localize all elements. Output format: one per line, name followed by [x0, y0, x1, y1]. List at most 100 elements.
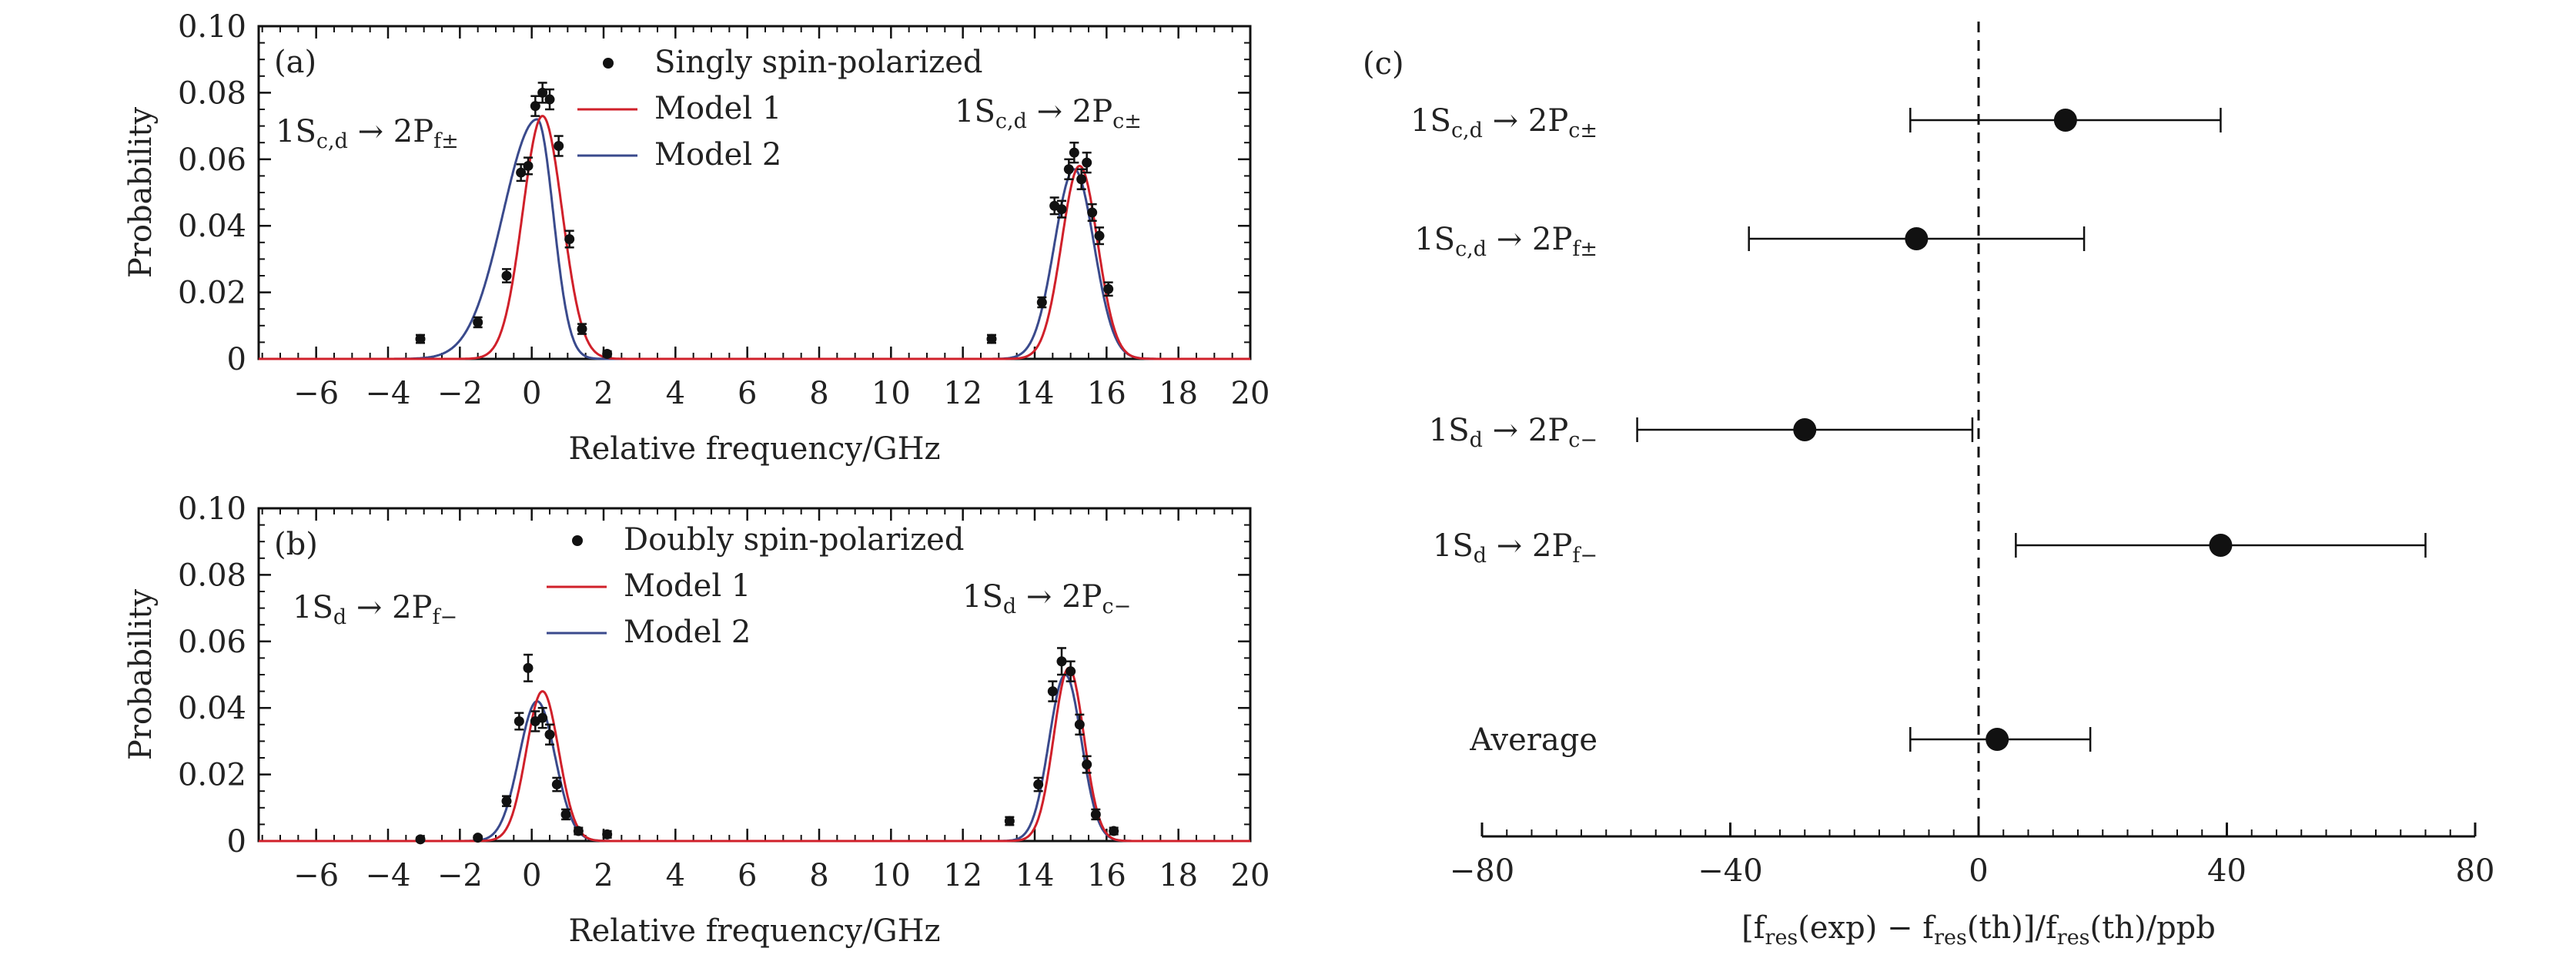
y-tick-label: 0.06 — [178, 142, 246, 178]
panel-b: −6 −4 −2 0 2 4 6 8 10 12 14 16 18 20 0 0.02 0.04 0.06 0.08… — [123, 491, 1270, 949]
transition-label: 1Sc,d → 2Pc± — [955, 94, 1142, 133]
x-tick-label: 4 — [666, 376, 685, 411]
x-tick-label: 10 — [871, 376, 911, 411]
x-tick-label: 14 — [1015, 376, 1055, 411]
subscript: c,d — [316, 129, 348, 153]
subscript: f− — [1572, 544, 1597, 568]
data-point — [523, 160, 534, 171]
data-point — [1036, 297, 1047, 308]
data-point — [1082, 157, 1092, 168]
subscript: d — [1474, 544, 1487, 568]
y-tick-label: 0.08 — [178, 558, 246, 593]
legend-label: Model 1 — [624, 568, 751, 604]
x-tick-label: −4 — [366, 376, 411, 411]
label-text: f — [1922, 910, 1936, 946]
subscript: d — [1470, 428, 1483, 452]
model-curve-model-1 — [259, 115, 1250, 360]
subscript: d — [333, 605, 346, 629]
x-tick-label: 6 — [738, 858, 757, 893]
subscript: res — [1765, 926, 1798, 950]
data-point — [516, 167, 527, 178]
legend-marker — [572, 535, 583, 546]
subscript: c− — [1568, 428, 1597, 452]
x-axis-label: Relative frequency/GHz — [568, 913, 940, 949]
data-point — [1069, 147, 1079, 158]
panel-a: −6 −4 −2 0 2 4 6 8 10 12 14 16 18 20 0 0.02 0.04 0.06 0.08… — [123, 9, 1270, 467]
subscript: c± — [1568, 119, 1597, 142]
data-point — [2053, 109, 2077, 132]
data-point — [530, 101, 540, 112]
data-point — [1986, 728, 2009, 751]
y-tick-label: 0.04 — [178, 691, 246, 726]
panel-label: (a) — [274, 45, 316, 80]
data-point — [1004, 816, 1015, 826]
subscript: res — [1934, 926, 1967, 950]
subscript: f± — [433, 129, 459, 153]
x-tick-label: 8 — [809, 376, 828, 411]
row-label: 1Sd → 2Pc− — [1429, 413, 1597, 452]
y-tick-label: 0.10 — [178, 491, 246, 527]
data-point — [523, 662, 534, 673]
label-text: (th)/ppb — [2090, 910, 2216, 946]
plot-frame — [257, 507, 1252, 843]
x-tick-label: 12 — [943, 858, 982, 893]
x-tick-label: −2 — [437, 376, 483, 411]
label-text: f — [1754, 910, 1768, 946]
subscript: res — [2057, 926, 2090, 950]
data-point — [602, 829, 613, 839]
x-axis-label: [fres(exp) − fres(th)]/fres(th)/ppb — [1741, 910, 2216, 950]
label-text: 1S — [955, 94, 995, 129]
label-text: Average — [1469, 722, 1597, 758]
label-text: → 2P — [1016, 579, 1102, 615]
data-point — [1905, 227, 1929, 250]
data-point — [1094, 230, 1105, 241]
x-tick-label: −80 — [1450, 853, 1514, 889]
data-point — [551, 779, 562, 790]
y-tick-label: 0 — [227, 824, 246, 860]
x-tick-label: 0 — [1969, 853, 1988, 889]
x-tick-label: −40 — [1698, 853, 1762, 889]
model-curve-model-2 — [259, 673, 1250, 843]
row-label: 1Sd → 2Pf− — [1433, 528, 1597, 568]
x-tick-label: 16 — [1087, 376, 1126, 411]
x-tick-label: −6 — [293, 858, 339, 893]
y-tick-label: 0.04 — [178, 209, 246, 244]
subscript: c,d — [1451, 119, 1483, 142]
label-text: 1S — [962, 579, 1003, 615]
transition-label: 1Sd → 2Pf− — [293, 590, 457, 629]
data-point — [554, 141, 564, 152]
row-label: Average — [1469, 722, 1597, 758]
x-tick-label: 12 — [943, 376, 982, 411]
label-text: 1S — [1410, 103, 1451, 139]
data-point — [544, 729, 555, 740]
label-text: 1S — [1433, 528, 1474, 564]
label-text: [ — [1741, 910, 1754, 946]
data-point — [1033, 779, 1044, 790]
x-axis-label: Relative frequency/GHz — [568, 431, 940, 467]
x-tick-label: 20 — [1231, 858, 1270, 893]
y-axis-label: Probability — [123, 588, 159, 760]
row-label: 1Sc,d → 2Pf± — [1414, 222, 1597, 261]
legend-label: Model 2 — [624, 615, 751, 650]
label-text: → 2P — [1027, 94, 1112, 129]
data-point — [564, 233, 575, 244]
label-text: → 2P — [348, 114, 433, 149]
y-tick-label: 0.08 — [178, 75, 246, 111]
data-point — [473, 833, 483, 843]
subscript: c,d — [1455, 237, 1487, 261]
x-tick-label: 10 — [871, 858, 911, 893]
y-tick-label: 0.02 — [178, 758, 246, 793]
data-point — [415, 834, 426, 845]
label-text: 1S — [276, 114, 316, 149]
y-tick-label: 0.06 — [178, 625, 246, 660]
label-text: (th)]/ — [1967, 910, 2046, 946]
subscript: c− — [1102, 595, 1131, 618]
data-point — [537, 712, 548, 723]
x-tick-label: 18 — [1159, 858, 1198, 893]
label-text: 1S — [293, 590, 333, 625]
data-point — [514, 715, 524, 726]
label-text: → 2P — [346, 590, 432, 625]
data-point — [986, 333, 997, 344]
legend-label: Doubly spin-polarized — [624, 522, 964, 558]
x-tick-label: 40 — [2207, 853, 2246, 889]
